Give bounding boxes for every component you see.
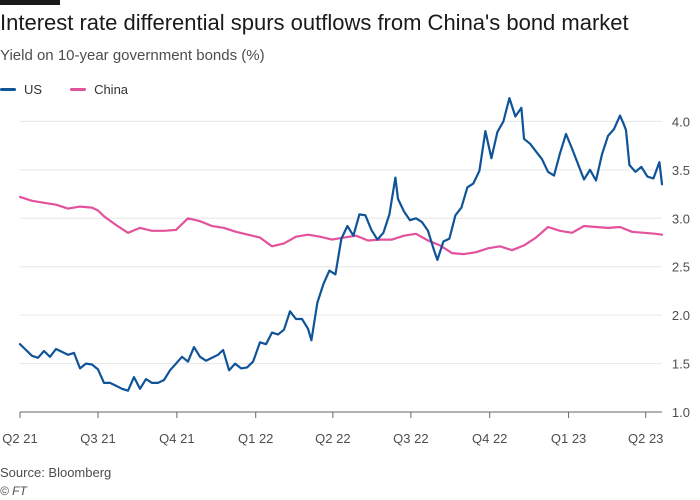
y-tick-label: 3.5 xyxy=(672,163,690,178)
legend-item-us: US xyxy=(0,82,42,97)
legend-item-china: China xyxy=(70,82,128,97)
legend-swatch-us xyxy=(0,87,16,91)
y-tick-label: 3.0 xyxy=(672,211,690,226)
series-line-us xyxy=(18,97,664,392)
x-tick-label: Q2 22 xyxy=(315,431,350,446)
chart-title: Interest rate differential spurs outflow… xyxy=(0,10,629,35)
y-tick-label: 1.5 xyxy=(672,357,690,372)
x-tick-label: Q3 22 xyxy=(393,431,428,446)
x-tick-label: Q4 21 xyxy=(159,431,194,446)
series-line-china xyxy=(18,195,664,256)
legend-label-china: China xyxy=(94,81,129,97)
x-tick-label: Q2 21 xyxy=(2,431,37,446)
y-tick-label: 2.5 xyxy=(672,260,690,275)
source-note: Source: Bloomberg xyxy=(0,465,112,480)
legend: US China xyxy=(0,80,156,98)
legend-swatch-china xyxy=(70,87,87,91)
x-tick-label: Q3 21 xyxy=(80,431,115,446)
x-tick-label: Q1 23 xyxy=(551,431,586,446)
x-tick-label: Q2 23 xyxy=(628,431,663,446)
y-tick-label: 1.0 xyxy=(672,405,690,420)
chart-subtitle: Yield on 10-year government bonds (%) xyxy=(0,47,265,64)
brand-bar xyxy=(0,0,60,5)
legend-label-us: US xyxy=(24,81,43,97)
x-tick-label: Q4 22 xyxy=(472,431,507,446)
credit: © FT xyxy=(0,484,27,498)
y-tick-label: 4.0 xyxy=(672,114,690,129)
x-tick-label: Q1 22 xyxy=(238,431,273,446)
y-tick-label: 2.0 xyxy=(672,308,690,323)
